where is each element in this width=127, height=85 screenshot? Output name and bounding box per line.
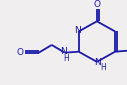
Text: H: H bbox=[100, 63, 106, 72]
Text: N: N bbox=[94, 58, 101, 67]
Text: H: H bbox=[63, 54, 69, 63]
Text: O: O bbox=[93, 0, 100, 9]
Text: N: N bbox=[60, 47, 67, 56]
Text: O: O bbox=[16, 48, 23, 57]
Text: N: N bbox=[74, 26, 81, 35]
